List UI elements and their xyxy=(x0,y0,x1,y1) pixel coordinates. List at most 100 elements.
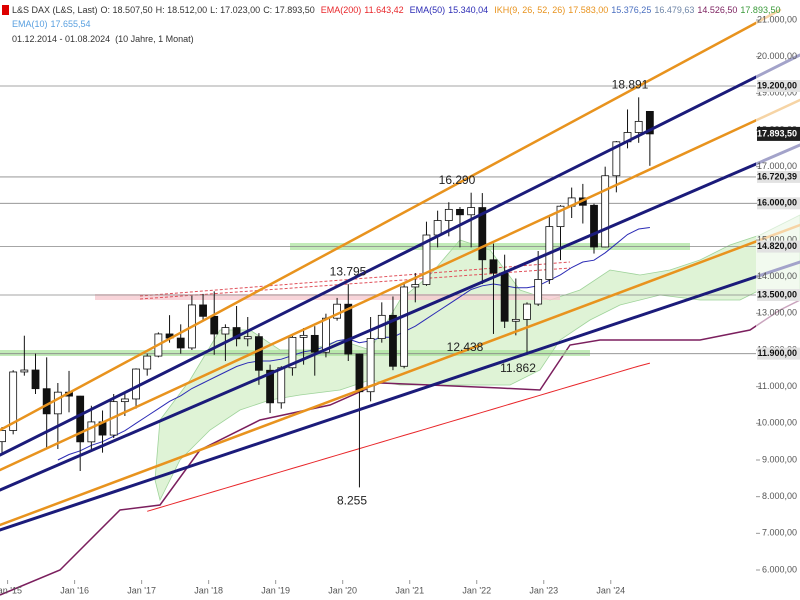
candle-body xyxy=(210,315,219,335)
x-tick-label: Jan '17 xyxy=(127,585,156,595)
annotation: 8.255 xyxy=(337,493,367,507)
level-label: 19.200,00 xyxy=(757,80,797,90)
legend-value: 16.479,63 xyxy=(654,5,694,15)
x-tick-label: Jan '24 xyxy=(596,585,625,595)
candle-body xyxy=(255,336,263,371)
candle-body xyxy=(143,355,152,370)
axes: 6.000,00 7.000,00 8.000,00 9.000,00 10.000,0… xyxy=(0,14,800,595)
last-price-box xyxy=(757,126,800,141)
candle-body xyxy=(366,338,375,393)
candle-body xyxy=(433,220,442,236)
ohlc: C: 17.893,50 xyxy=(263,5,315,15)
x-tick-label: Jan '18 xyxy=(194,585,223,595)
legend-value: 17.893,50 xyxy=(740,5,780,15)
candle-body xyxy=(20,369,29,373)
legend-value: 14.526,50 xyxy=(697,5,737,15)
candle-body xyxy=(344,303,353,355)
legend-value: 15.340,04 xyxy=(448,5,488,15)
candle-body xyxy=(299,334,308,338)
candle-body xyxy=(478,207,487,261)
candle-body xyxy=(645,110,654,135)
candle-body xyxy=(590,204,598,248)
candle-body xyxy=(176,337,185,349)
candle-body xyxy=(456,208,464,216)
candle-body xyxy=(243,336,252,340)
level-box xyxy=(757,80,800,92)
y-tick-label: 11.000,00 xyxy=(758,381,797,391)
date-range: 01.12.2014 - 01.08.2024 xyxy=(12,34,110,44)
y-tick-label: 13.000,00 xyxy=(757,308,797,318)
annotation: 16.290 xyxy=(439,173,476,187)
candle-body xyxy=(53,391,62,415)
candle-body xyxy=(42,388,51,415)
candle-body xyxy=(556,205,565,228)
candle-body xyxy=(534,279,543,305)
level-label: 11.900,00 xyxy=(757,348,797,358)
candle-body xyxy=(400,286,409,367)
level-label: 13.500,00 xyxy=(757,289,797,299)
x-tick-label: Jan '20 xyxy=(328,585,357,595)
level-box xyxy=(757,347,800,360)
y-tick-label: 20.000,00 xyxy=(757,51,797,61)
candle-body xyxy=(266,369,274,404)
level-label: 16.000,00 xyxy=(757,198,797,208)
legend-value: 15.376,25 xyxy=(611,5,651,15)
annotation: 12.438 xyxy=(447,340,484,354)
levels xyxy=(0,85,756,355)
candle-body xyxy=(9,371,18,431)
candle-body xyxy=(199,304,207,317)
candle-body xyxy=(601,175,610,248)
x-tick-label: Jan '19 xyxy=(261,585,290,595)
annotation: 18.891 xyxy=(612,78,649,92)
ichimoku-cloud xyxy=(0,214,800,596)
candle-body xyxy=(355,353,364,393)
candle-body xyxy=(511,318,520,322)
legend-name: IKH(9, 26, 52, 26) xyxy=(494,5,565,15)
indicator-line xyxy=(147,362,651,512)
level-box xyxy=(757,170,800,183)
legend-name: EMA(10) xyxy=(12,19,48,29)
legend-line-2: EMA(10) 17.655,54 xyxy=(12,19,91,29)
last-price-label: 17.893,50 xyxy=(757,128,797,138)
annotation: 11.862 xyxy=(500,361,536,375)
y-tick-label: 10.000,00 xyxy=(757,418,797,428)
legend-line-1: L&S DAX (L&S, Last) O: 18.507,50 H: 18.512… xyxy=(12,5,780,15)
x-tick-label: Jan '16 xyxy=(60,585,89,595)
candle-body xyxy=(500,272,509,322)
y-tick-label: 14.000,00 xyxy=(757,271,797,281)
y-tick-label: 21.000,00 xyxy=(757,14,797,24)
y-tick-label: 19.000,00 xyxy=(757,88,797,98)
x-tick-label: Jan '23 xyxy=(529,585,558,595)
candle-body xyxy=(411,284,420,288)
level-label: 16.720,39 xyxy=(757,171,797,181)
legend-value: 17.583,00 xyxy=(568,5,608,15)
y-tick-label: 9.000,00 xyxy=(762,454,797,464)
level-box xyxy=(757,197,800,210)
legend-line-3: 01.12.2014 - 01.08.2024 (10 Jahre, 1 Mona… xyxy=(12,34,194,44)
level-box xyxy=(757,240,800,253)
ohlc: L: 17.023,00 xyxy=(210,5,260,15)
annotation: 13.795 xyxy=(330,264,367,278)
y-tick-label: 17.000,00 xyxy=(757,161,797,171)
ohlc: H: 18.512,00 xyxy=(156,5,208,15)
candle-body xyxy=(132,368,140,400)
candle-body xyxy=(489,259,498,274)
legend-value: 11.643,42 xyxy=(364,5,403,15)
legend-value: 17.655,54 xyxy=(51,19,91,29)
candle-body xyxy=(389,314,397,367)
candle-body xyxy=(634,120,643,133)
candle-body xyxy=(523,303,531,320)
icon xyxy=(2,5,9,15)
instrument: L&S DAX (L&S, Last) xyxy=(12,5,98,15)
x-tick-label: Jan '15 xyxy=(0,585,22,595)
header: L&S DAX (L&S, Last) O: 18.507,50 H: 18.512… xyxy=(2,5,780,44)
ohlc: O: 18.507,50 xyxy=(101,5,153,15)
candle-body xyxy=(120,398,129,403)
candle-body xyxy=(444,208,453,221)
candle-body xyxy=(612,141,621,177)
trend-lines xyxy=(0,8,800,532)
legend-name: EMA(200) xyxy=(321,5,362,15)
candle-body xyxy=(232,327,241,340)
candle-body xyxy=(467,207,476,216)
